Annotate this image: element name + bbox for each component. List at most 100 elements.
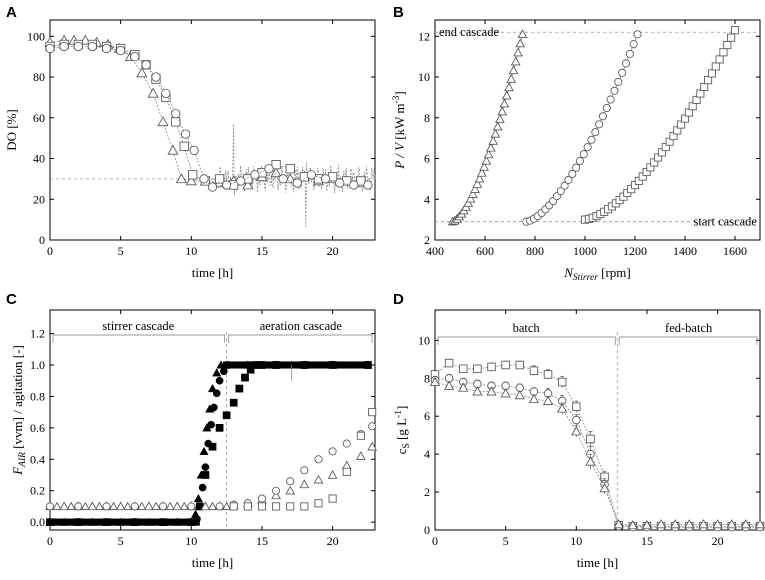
x-tick-label: 1400 (673, 244, 697, 258)
y-tick-label: 0 (424, 523, 430, 537)
y-axis-label-rest: [vvm] / agitation [-] (10, 345, 25, 452)
x-tick-label: 1200 (623, 244, 647, 258)
data-point-circle (556, 187, 565, 196)
data-point-square (711, 62, 720, 71)
series-triangle (429, 376, 765, 530)
data-point-triangle (712, 519, 723, 529)
data-point-circle (236, 176, 246, 186)
baseline-aeration-point (207, 501, 218, 510)
data-point-agitation-circle (224, 361, 232, 369)
data-point-agitation-triangle (144, 517, 154, 526)
data-point-square (487, 362, 496, 372)
data-point-square (557, 377, 567, 387)
data-point-aeration-triangle (144, 501, 154, 511)
data-point-triangle (513, 47, 523, 57)
data-point-circle (633, 30, 642, 39)
data-point-aeration-triangle (327, 469, 338, 479)
data-point-circle (278, 174, 288, 184)
x-tick-label: 20 (327, 534, 339, 548)
series-triangle (447, 29, 528, 226)
x-tick-label: 0 (47, 534, 53, 548)
data-point-aeration-circle (130, 502, 139, 511)
x-tick-label: 15 (256, 244, 268, 258)
data-point-triangle (483, 149, 494, 159)
data-point-circle (59, 41, 69, 52)
series-agitation-square (46, 361, 372, 526)
data-point-aeration-triangle (115, 501, 126, 511)
data-point-circle (141, 60, 151, 70)
data-point-triangle (528, 393, 540, 404)
data-point-aeration-circle (342, 439, 351, 448)
phase-bracket-aeration (228, 334, 373, 343)
baseline-point (179, 518, 188, 526)
phase-bracket-batch (437, 336, 616, 345)
data-point-circle (306, 170, 317, 180)
data-point-aeration-square (300, 502, 309, 511)
data-point-circle (602, 104, 611, 113)
data-point-square (214, 174, 225, 184)
data-point-triangle (585, 456, 596, 466)
data-point-agitation-circle (219, 367, 228, 376)
y-axis-label-sub: S (402, 443, 412, 448)
data-point-aeration-square (368, 408, 377, 417)
y-tick-label: 1.2 (30, 327, 45, 341)
data-point-square (572, 402, 581, 411)
series-line-triangle (49, 40, 361, 186)
fit-line-triangle (452, 34, 523, 223)
data-point-circle (207, 182, 218, 192)
data-point-circle (116, 45, 126, 56)
data-point-circle (222, 180, 232, 190)
x-axis-label-sub: Stirrer (573, 273, 598, 283)
data-point-triangle (474, 173, 485, 183)
data-point-agitation-circle (215, 376, 224, 385)
panel-c-aeration-chart: 0 5 10 15 20 0.0 0.2 0.4 0.6 0.8 1.0 1.2 time [h] FAI… (10, 309, 378, 570)
data-point-agitation-square (241, 373, 249, 382)
data-point-square (730, 26, 740, 35)
data-point-triangle (510, 56, 521, 66)
data-point-aeration-square (286, 502, 295, 511)
data-point-square (700, 82, 709, 91)
data-point-square (459, 364, 468, 374)
series-line-circle (49, 46, 368, 188)
x-tick-label: 0 (432, 534, 438, 548)
data-point-circle (618, 68, 627, 77)
series-line-square (49, 44, 361, 186)
data-point-agitation-triangle (212, 368, 222, 377)
data-point-agitation-square (46, 518, 54, 526)
data-point-square (543, 370, 553, 379)
data-point-agitation-square (187, 518, 196, 526)
panel-a-do-chart: 0 5 10 15 20 0 20 40 60 80 100 time [h] DO [%] (4, 19, 376, 280)
data-point-aeration-triangle (299, 479, 310, 489)
x-axis-label-n: N (563, 265, 574, 280)
plot-frame (49, 19, 376, 241)
data-point-triangle (571, 426, 582, 436)
data-point-triangle (481, 155, 492, 165)
data-point-agitation-square (272, 361, 280, 369)
y-axis-label: cS [g L-1] (394, 406, 412, 455)
baseline-point (167, 518, 175, 526)
data-point-agitation-triangle (172, 517, 182, 526)
series-line-square (434, 362, 760, 527)
x-axis-label: NStirrer [rpm] (563, 265, 631, 283)
data-point-triangle (517, 29, 528, 38)
data-point-aeration-circle (328, 447, 337, 456)
data-point-square (515, 360, 525, 370)
x-axis-label: time [h] (577, 555, 619, 570)
data-point-circle (629, 40, 638, 49)
phase-label-batch: batch (513, 321, 541, 335)
data-point-aeration-circle (300, 466, 309, 475)
x-tick-label: 1000 (573, 244, 597, 258)
y-tick-label: 8 (424, 371, 430, 385)
data-point-triangle (515, 38, 526, 48)
data-point-square (715, 55, 724, 64)
series-square (580, 26, 740, 224)
data-point-agitation-circle (210, 403, 218, 412)
do-noise-trace (219, 123, 376, 228)
data-point-triangle (641, 520, 653, 530)
data-point-triangle (698, 519, 709, 529)
x-tick-label: 15 (256, 534, 268, 548)
x-tick-label: 20 (712, 534, 724, 548)
data-point-triangle (754, 519, 765, 529)
data-point-square (171, 117, 181, 127)
x-tick-label: 15 (641, 534, 653, 548)
